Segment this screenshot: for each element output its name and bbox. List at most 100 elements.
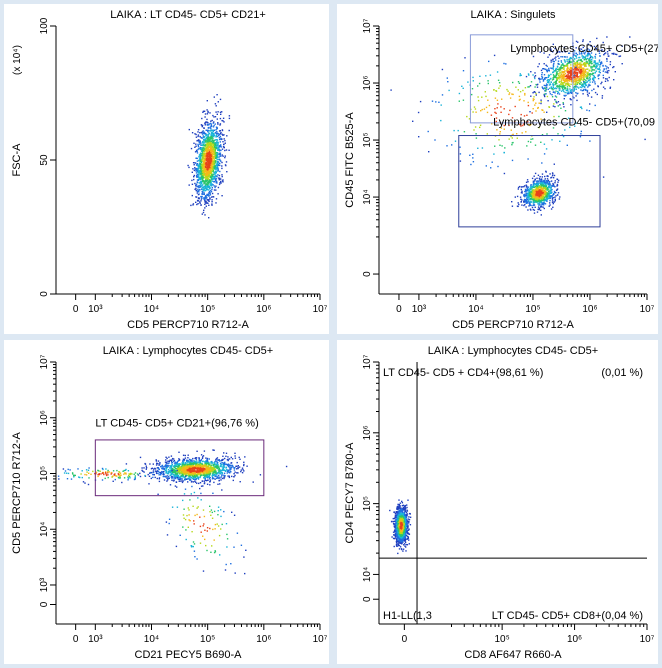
event-dot — [527, 192, 530, 194]
event-dot — [207, 195, 210, 197]
event-dot — [560, 85, 562, 87]
event-dot — [224, 164, 227, 166]
event-dot — [213, 469, 216, 471]
event-dot — [584, 51, 587, 53]
event-dot — [536, 183, 538, 186]
event-dot — [228, 149, 230, 151]
event-dot — [532, 190, 534, 192]
event-dot — [487, 99, 489, 101]
event-dot — [545, 148, 548, 150]
event-dot — [532, 180, 535, 182]
event-dot — [581, 72, 583, 74]
event-dot — [168, 462, 170, 464]
event-dot — [543, 111, 545, 113]
event-dot — [210, 148, 212, 150]
event-dot — [586, 75, 589, 77]
event-dot — [563, 78, 565, 80]
event-dot — [583, 88, 585, 91]
event-dot — [535, 192, 538, 194]
event-dot — [203, 450, 206, 452]
event-dot — [519, 91, 522, 93]
event-dot — [589, 77, 591, 79]
event-dot — [214, 186, 216, 189]
event-dot — [153, 468, 155, 470]
event-dot — [511, 144, 513, 146]
event-dot — [595, 53, 597, 56]
event-dot — [581, 89, 584, 92]
event-dot — [593, 79, 595, 82]
event-dot — [201, 124, 204, 127]
event-dot — [184, 454, 186, 457]
event-dot — [206, 121, 208, 124]
event-dot — [523, 204, 525, 207]
event-dot — [214, 155, 216, 158]
event-dot — [477, 99, 480, 102]
event-dot — [585, 59, 588, 61]
event-dot — [195, 185, 197, 187]
event-dot — [550, 81, 552, 83]
event-dot — [552, 197, 554, 199]
event-dot — [564, 85, 566, 87]
event-dot — [218, 134, 220, 137]
event-dot — [544, 203, 547, 205]
event-dot — [540, 99, 542, 101]
event-dot — [581, 86, 583, 89]
event-dot — [584, 69, 587, 71]
event-dot — [203, 149, 206, 151]
event-dot — [204, 177, 206, 179]
event-dot — [549, 204, 551, 206]
event-dot — [212, 143, 214, 145]
event-dot — [544, 190, 546, 192]
event-dot — [209, 112, 211, 114]
event-dot — [542, 68, 544, 70]
event-dot — [517, 205, 519, 208]
event-dot — [561, 88, 564, 90]
event-dot — [580, 59, 582, 61]
event-dot — [207, 464, 210, 466]
event-dot — [498, 139, 500, 141]
event-dot — [216, 118, 218, 120]
event-dot — [560, 66, 562, 68]
event-dot — [568, 52, 571, 54]
event-dot — [208, 161, 210, 163]
event-dot — [565, 89, 567, 92]
event-dot — [213, 165, 216, 167]
event-dot — [213, 171, 215, 173]
event-dot — [479, 126, 481, 129]
event-dot — [201, 197, 203, 199]
event-dot — [224, 142, 226, 144]
event-dot — [209, 166, 211, 169]
event-dot — [206, 185, 209, 187]
event-dot — [194, 182, 196, 185]
event-dot — [207, 171, 209, 173]
event-dot — [556, 76, 559, 79]
event-dot — [525, 190, 527, 192]
event-dot — [532, 195, 535, 197]
event-dot — [145, 465, 147, 467]
event-dot — [212, 152, 214, 154]
event-dot — [520, 186, 523, 188]
event-dot — [390, 89, 392, 91]
event-dot — [606, 78, 608, 80]
event-dot — [581, 83, 583, 85]
event-dot — [483, 108, 486, 110]
event-dot — [593, 45, 596, 48]
event-dot — [548, 82, 550, 84]
event-dot — [198, 191, 200, 193]
event-dot — [544, 78, 546, 80]
event-dot — [214, 151, 217, 153]
event-dot — [552, 173, 554, 175]
event-dot — [557, 101, 560, 103]
event-dot — [195, 187, 197, 189]
y-tick-label: 0 — [362, 271, 373, 277]
event-dot — [166, 467, 168, 469]
event-dot — [583, 78, 586, 81]
event-dot — [559, 140, 561, 142]
event-dot — [579, 82, 581, 85]
y-tick-label: 0 — [39, 601, 50, 607]
x-tick-label: 10⁶ — [582, 304, 597, 315]
event-dot — [558, 87, 560, 90]
event-dot — [202, 135, 204, 137]
event-dot — [542, 192, 544, 194]
event-dot — [606, 66, 608, 68]
